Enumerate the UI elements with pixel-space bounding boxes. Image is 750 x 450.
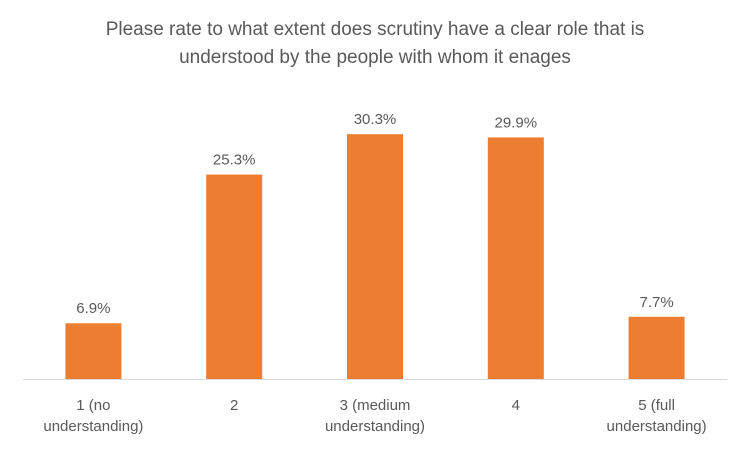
data-label-5: 7.7% xyxy=(639,294,673,311)
x-tick-label-line: 2 xyxy=(230,397,238,414)
bars-group xyxy=(65,134,685,379)
data-labels-group: 6.9% 25.3% 30.3% 29.9% 7.7% xyxy=(76,111,673,317)
data-label-2: 25.3% xyxy=(213,152,256,169)
bar-3 xyxy=(347,134,403,379)
x-tick-label-line: 3 (medium xyxy=(340,397,411,414)
chart-title: Please rate to what extent does scrutiny… xyxy=(105,19,645,68)
x-tick-label-line: understanding) xyxy=(43,418,143,435)
x-tick-label-line: 5 (full xyxy=(638,397,675,414)
x-tick-label-line: 1 (no xyxy=(76,397,110,414)
bar-4 xyxy=(487,137,544,379)
bar-5 xyxy=(628,316,685,379)
data-label-3: 30.3% xyxy=(354,111,397,128)
x-tick-label-1: 1 (no understanding) xyxy=(43,397,143,435)
data-label-4: 29.9% xyxy=(495,114,538,131)
x-tick-label-line: 4 xyxy=(512,397,520,414)
x-tick-label-line: understanding) xyxy=(607,418,707,435)
bar-1 xyxy=(65,323,122,379)
x-tick-label-line: understanding) xyxy=(325,418,425,435)
x-tick-label-3: 3 (medium understanding) xyxy=(325,397,425,435)
data-label-1: 6.9% xyxy=(76,300,110,317)
x-tick-label-4: 4 xyxy=(512,397,520,414)
bar-2 xyxy=(206,174,263,379)
x-tick-label-2: 2 xyxy=(230,397,238,414)
x-tick-label-5: 5 (full understanding) xyxy=(607,397,707,435)
x-tick-labels-group: 1 (no understanding) 2 3 (medium understandi… xyxy=(43,397,706,435)
